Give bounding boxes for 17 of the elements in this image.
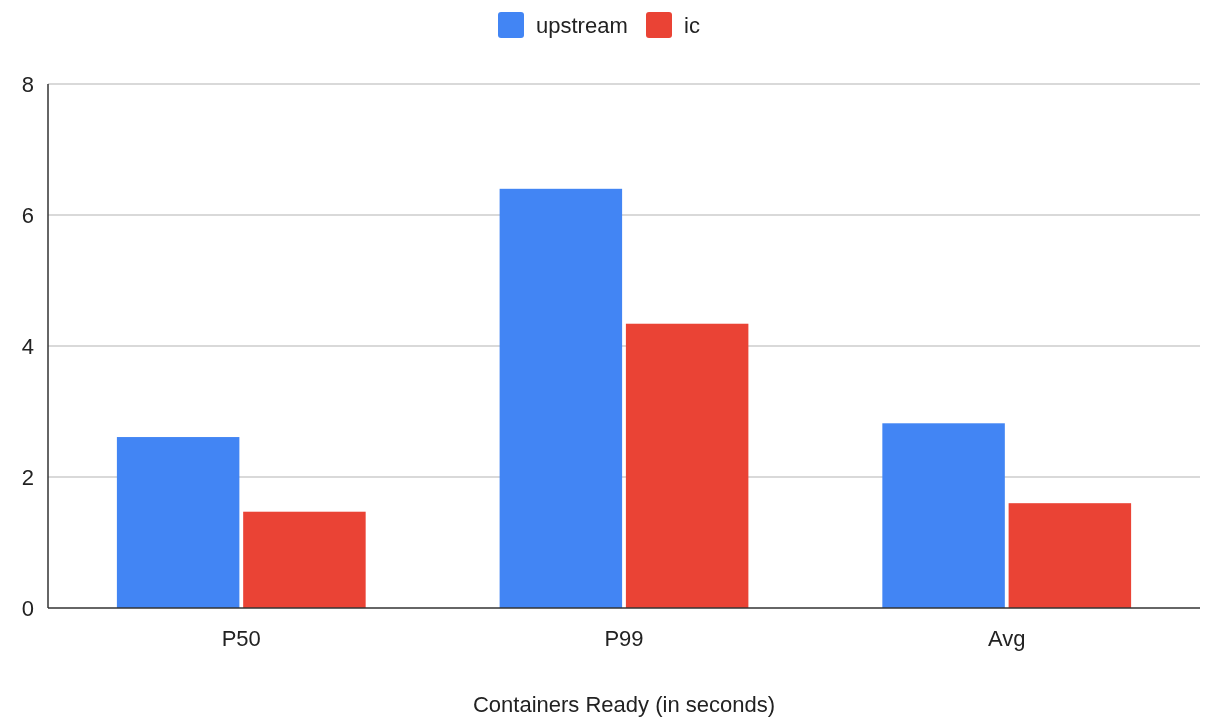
x-tick-label: P50 bbox=[221, 626, 261, 651]
bar bbox=[882, 423, 1005, 608]
legend-label: ic bbox=[684, 12, 700, 38]
bar bbox=[116, 437, 240, 608]
bar bbox=[499, 188, 623, 608]
bar bbox=[243, 511, 366, 608]
y-tick-label: 6 bbox=[21, 202, 34, 228]
y-tick-label: 8 bbox=[21, 71, 34, 97]
x-tick-label: Avg bbox=[987, 626, 1026, 651]
bar bbox=[625, 323, 749, 608]
bar bbox=[1008, 503, 1132, 608]
x-tick-label: P99 bbox=[604, 626, 644, 651]
legend-label: upstream bbox=[536, 12, 628, 38]
x-axis-title: Containers Ready (in seconds) bbox=[472, 692, 776, 717]
y-tick-label: 0 bbox=[21, 595, 34, 621]
y-tick-label: 2 bbox=[21, 464, 34, 490]
y-tick-label: 4 bbox=[21, 333, 34, 359]
